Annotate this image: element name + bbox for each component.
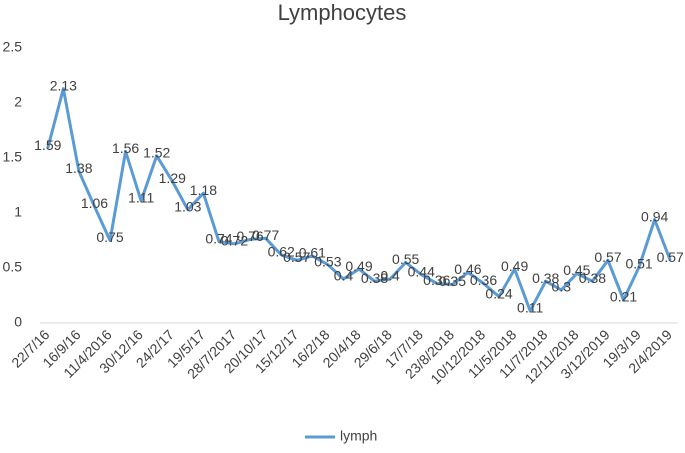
y-tick-label: 1.5 xyxy=(3,149,23,165)
data-label: 0.75 xyxy=(96,229,123,245)
data-label: 0.57 xyxy=(657,249,684,265)
data-label: 0.76 xyxy=(236,228,263,244)
data-label: 1.59 xyxy=(34,137,61,153)
data-label: 0.57 xyxy=(594,249,621,265)
data-label: 1.52 xyxy=(143,145,170,161)
data-label: 0.57 xyxy=(283,249,310,265)
data-line xyxy=(46,87,672,313)
chart-title: Lymphocytes xyxy=(278,0,407,25)
data-label: 0.38 xyxy=(532,270,559,286)
data-label: 0.36 xyxy=(423,272,450,288)
data-label: 0.3 xyxy=(552,279,572,295)
data-label: 0.53 xyxy=(314,253,341,269)
data-label: 0.44 xyxy=(408,263,435,279)
data-label: 1.11 xyxy=(128,190,154,206)
data-label: 0.72 xyxy=(221,233,248,249)
y-tick-label: 1 xyxy=(14,204,22,220)
data-label: 0.4 xyxy=(380,268,400,284)
y-tick-label: 2 xyxy=(14,94,22,110)
data-label: 1.38 xyxy=(65,160,92,176)
data-label: 1.29 xyxy=(159,170,186,186)
data-label: 0.38 xyxy=(579,270,606,286)
data-label: 1.56 xyxy=(112,140,139,156)
data-label: 1.18 xyxy=(190,182,217,198)
data-label: 0.77 xyxy=(252,227,279,243)
data-label: 0.55 xyxy=(392,251,419,267)
data-label: 0.49 xyxy=(345,258,372,274)
data-label: 0.11 xyxy=(517,300,543,316)
data-label: 0.74 xyxy=(205,230,232,246)
y-tick-label: 0 xyxy=(14,314,22,330)
legend-label: lymph xyxy=(340,428,377,444)
data-label: 2.13 xyxy=(50,77,77,93)
y-tick-label: 2.5 xyxy=(3,39,23,55)
data-label: 0.61 xyxy=(299,245,326,261)
data-label: 0.35 xyxy=(439,273,466,289)
data-label: 1.03 xyxy=(174,198,201,214)
data-label: 0.36 xyxy=(470,272,497,288)
data-label: 0.24 xyxy=(485,285,512,301)
data-label: 0.51 xyxy=(625,256,652,272)
data-label: 0.21 xyxy=(610,289,637,305)
data-label: 0.49 xyxy=(501,258,528,274)
data-label: 0.38 xyxy=(361,270,388,286)
data-label: 0.94 xyxy=(641,208,668,224)
data-label: 1.06 xyxy=(81,195,108,211)
data-label: 0.45 xyxy=(563,262,590,278)
data-label: 0.46 xyxy=(454,261,481,277)
data-label: 0.62 xyxy=(268,244,295,260)
y-tick-label: 0.5 xyxy=(3,259,23,275)
data-label: 0.4 xyxy=(334,268,354,284)
